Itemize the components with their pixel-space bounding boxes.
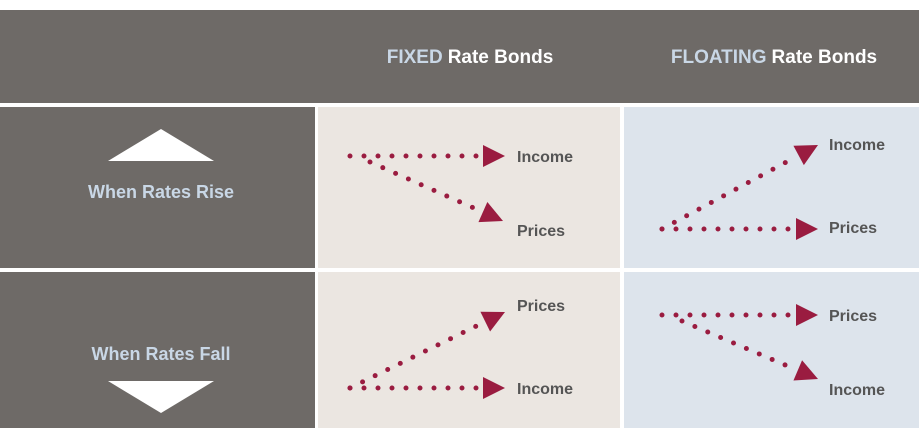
cell-label: Income xyxy=(517,149,573,166)
cell-label: Prices xyxy=(517,298,565,315)
cell-label: Prices xyxy=(829,308,877,325)
dotted-arrow-line xyxy=(659,155,796,232)
fixed-cell xyxy=(318,272,620,428)
dotted-arrow-line xyxy=(347,321,483,391)
column-header: FIXED Rate Bonds xyxy=(387,47,554,68)
header-highlight: FIXED xyxy=(387,47,443,68)
arrows xyxy=(347,145,818,399)
arrow-head xyxy=(793,145,818,166)
arrow-head xyxy=(796,304,818,326)
floating-cell xyxy=(624,107,919,268)
row-label: When Rates Fall xyxy=(91,344,230,364)
fixed-cell xyxy=(318,107,620,268)
cell-label: Income xyxy=(829,382,885,399)
dotted-arrow-line xyxy=(679,318,795,371)
column-header: FLOATING Rate Bonds xyxy=(671,47,877,68)
header-rest: Rate Bonds xyxy=(772,47,878,68)
row-label: When Rates Rise xyxy=(88,182,234,202)
dotted-arrow-line xyxy=(367,159,480,213)
arrow-head xyxy=(480,311,505,332)
header-band xyxy=(0,10,919,103)
cell-label: Income xyxy=(517,381,573,398)
arrow-head xyxy=(483,145,505,167)
arrow-head xyxy=(796,218,818,240)
down-triangle xyxy=(108,381,214,413)
arrow-head xyxy=(478,202,503,223)
header-highlight: FLOATING xyxy=(671,47,767,68)
cell-label: Income xyxy=(829,137,885,154)
up-triangle xyxy=(108,129,214,161)
header-rest: Rate Bonds xyxy=(448,47,554,68)
floating-cell xyxy=(624,272,919,428)
cell-label: Prices xyxy=(517,223,565,240)
cell-label: Prices xyxy=(829,220,877,237)
arrow-head xyxy=(793,360,818,381)
arrow-head xyxy=(483,377,505,399)
